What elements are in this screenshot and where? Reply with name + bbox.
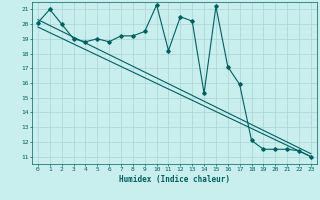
X-axis label: Humidex (Indice chaleur): Humidex (Indice chaleur) <box>119 175 230 184</box>
